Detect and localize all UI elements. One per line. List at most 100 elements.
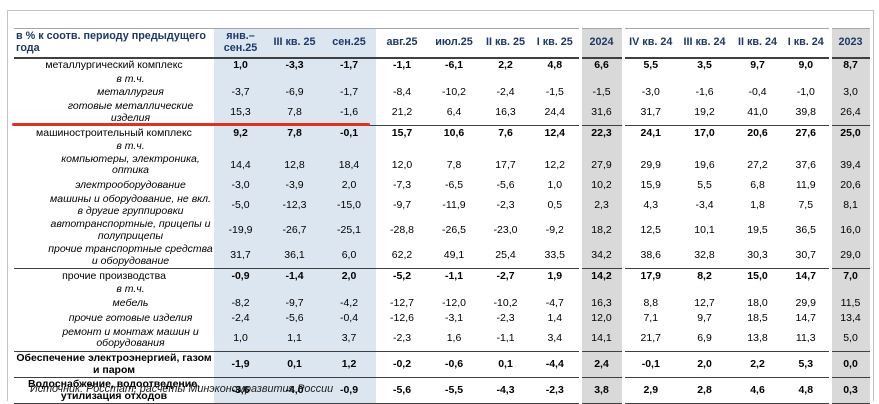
value-cell: -3,3 [267,57,322,74]
column-header: I кв. 25 [531,27,580,59]
table-row: мебель -8,2 -9,7 -4,2 -12,7 -12,0 -10,2 -4,7 16,… [14,295,873,311]
value-cell: -0,9 [214,268,267,285]
value-cell: 19,5 [747,223,768,236]
value-cell: 32,8 [677,243,732,270]
value-cell: 14,7 [795,311,816,324]
value-cell: 38,6 [623,243,677,270]
value-cell: -6,1 [444,59,464,72]
value-cell: 29,9 [795,296,816,309]
value-cell: 15,0 [747,270,768,283]
value-cell: 4,3 [643,198,659,211]
value-cell [677,284,732,296]
row-label: металлургия [97,86,164,99]
value-cell: 1,0 [547,178,563,191]
value-cell: 12,2 [544,158,565,171]
value-cell [623,284,677,296]
value-cell: 7,8 [446,158,462,171]
row-label: Обеспечение электроэнергией, газом и пар… [14,351,214,379]
value-cell: 16,3 [578,295,625,311]
value-cell: 3,5 [697,59,712,72]
value-cell: -4,2 [322,295,376,311]
value-cell: 1,2 [322,351,376,379]
value-cell: -3,0 [214,178,267,194]
value-cell: -23,0 [493,223,518,236]
table-row: Обеспечение электроэнергией, газом и пар… [14,351,873,379]
value-cell: -4,4 [531,351,580,379]
row-label: машиностроительный комплекс [36,127,192,140]
value-cell: 9,2 [214,125,267,142]
value-cell: 17,0 [694,127,715,140]
column-header: III кв. 25 [267,27,322,59]
row-label: в т.ч. [116,72,145,85]
value-cell: 8,1 [828,193,873,219]
value-cell: -5,0 [214,193,267,219]
value-cell: 10,6 [443,127,465,140]
value-cell: 6,9 [677,325,732,352]
value-cell [480,284,531,296]
value-cell [677,141,732,153]
red-underline-annotation [12,122,370,126]
value-cell: 31,7 [623,100,677,127]
value-cell: -12,6 [390,311,414,324]
value-cell: -19,9 [214,218,267,244]
value-cell: 8,7 [828,57,873,74]
value-cell: -3,0 [641,86,660,99]
value-cell: -12,3 [267,193,322,219]
value-cell: -8,4 [392,86,412,99]
value-cell: 30,7 [783,243,830,270]
table-row: электрооборудование -3,0 -3,9 2,0 -7,3 -6,5 -5… [14,178,873,194]
value-cell: -1,5 [578,85,625,101]
value-cell: 7,5 [798,198,814,211]
value-cell: -1,9 [214,351,267,379]
value-cell: 29,9 [640,158,661,171]
value-cell: 12,8 [267,152,322,179]
value-cell [322,141,376,153]
value-cell: 12,5 [640,223,661,236]
row-label: машины и оборудование, не вкл. в другие … [50,193,211,217]
value-cell: 15,3 [214,100,267,127]
value-cell: -3,9 [267,178,322,194]
table-row: ремонт и монтаж машин и оборудования 1,0 1… [14,325,873,352]
value-cell [531,141,580,153]
column-header: III кв. 24 [677,27,732,59]
value-cell: 2,2 [732,351,783,379]
row-label: мебель [112,296,149,309]
value-cell: 30,3 [732,243,783,270]
table-row: компьютеры, электроника, оптика 14,4 12,8 1… [14,152,873,179]
column-header: II кв. 25 [480,27,531,59]
value-cell: 0,5 [547,198,563,211]
value-cell [578,73,625,86]
value-cell: -12,7 [390,296,414,309]
value-cell: 62,2 [376,243,428,270]
row-label: прочие производства [62,270,166,283]
value-cell: 36,1 [267,243,322,270]
value-cell: 39,4 [828,152,873,179]
value-cell: 20,6 [828,178,873,194]
value-cell: -5,6 [496,178,515,191]
value-cell: 1,0 [214,57,267,74]
value-cell [376,284,428,296]
value-cell: 21,7 [623,325,677,352]
value-cell [783,74,830,86]
value-cell: -6,5 [444,178,464,191]
value-cell: 2,0 [677,351,732,379]
value-cell: 18,4 [322,152,376,179]
value-cell: -1,1 [480,325,531,352]
value-cell: -10,2 [493,296,518,309]
value-cell: -0,4 [322,310,376,326]
value-cell: -1,1 [392,59,412,72]
value-cell: 4,8 [547,59,563,72]
value-cell: 22,3 [578,125,625,142]
value-cell [531,284,580,296]
value-cell [428,141,480,153]
value-cell: 27,9 [578,152,625,179]
value-cell: -15,0 [322,193,376,219]
value-cell: 37,6 [795,158,816,171]
table-row: прочие производства -0,9 -1,4 2,0 -5,2 -1,1 -2… [14,268,873,285]
value-cell: 31,7 [214,243,267,270]
row-label: в т.ч. [116,283,145,296]
value-cell [480,141,531,153]
value-cell: 36,5 [795,223,816,236]
value-cell: 24,4 [531,100,580,127]
table-row: готовые металлические изделия 15,3 7,8 -1,6… [14,100,873,127]
